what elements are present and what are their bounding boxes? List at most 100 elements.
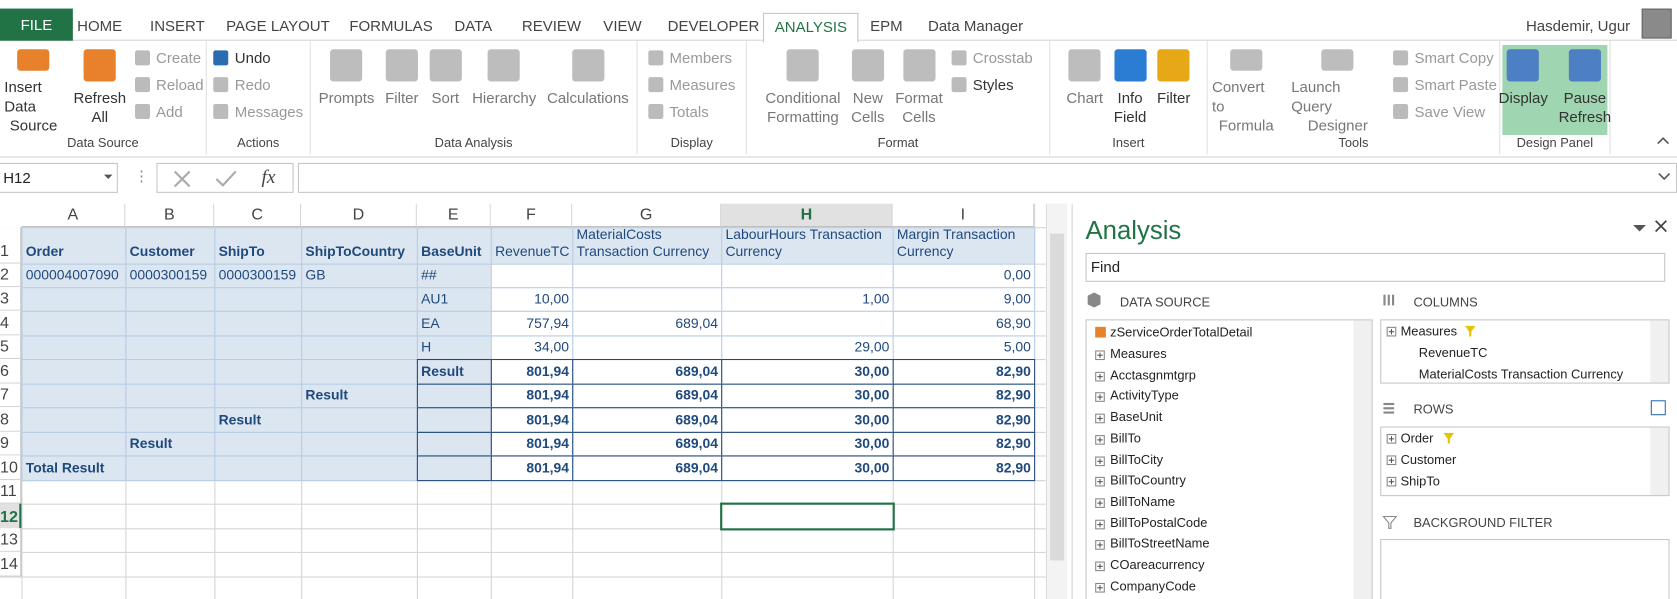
cell[interactable] xyxy=(572,335,722,360)
tree-item[interactable]: BillToStreetName xyxy=(1110,536,1209,551)
cell[interactable] xyxy=(572,264,722,289)
large-button[interactable]: Sort xyxy=(427,45,463,135)
cell[interactable]: Result xyxy=(214,407,302,433)
ribbon-tab[interactable]: INSERT xyxy=(141,13,213,41)
cell[interactable]: MaterialCosts Transaction Currency xyxy=(572,227,722,265)
large-button[interactable]: InfoField xyxy=(1112,45,1149,135)
formula-input[interactable] xyxy=(298,163,1677,193)
tree-item[interactable]: ShipTo xyxy=(1401,474,1440,489)
cell[interactable] xyxy=(301,455,418,481)
cell[interactable] xyxy=(214,359,302,385)
column-header[interactable]: A xyxy=(21,204,125,228)
column-header[interactable]: D xyxy=(301,204,417,228)
small-button[interactable]: Save View xyxy=(1393,101,1497,121)
tree-item[interactable]: BillToPostalCode xyxy=(1110,515,1207,530)
ribbon-tab[interactable]: HOME xyxy=(69,13,131,41)
cell[interactable] xyxy=(21,311,126,337)
tree-item[interactable]: ActivityType xyxy=(1110,388,1179,403)
search-box[interactable]: Find xyxy=(1086,253,1666,282)
cell[interactable] xyxy=(301,311,418,337)
cell[interactable] xyxy=(125,407,215,433)
small-button[interactable]: Members xyxy=(648,47,735,67)
selected-cell[interactable] xyxy=(720,503,895,531)
name-box-dropdown[interactable] xyxy=(103,171,114,182)
large-button[interactable]: Launch QueryDesigner xyxy=(1289,45,1387,135)
ribbon-tab[interactable]: PAGE LAYOUT xyxy=(218,13,339,41)
ribbon-tab[interactable]: DATA xyxy=(446,13,501,41)
cell[interactable] xyxy=(572,287,722,312)
expand-icon[interactable] xyxy=(1095,456,1105,466)
ribbon-tab[interactable]: ANALYSIS xyxy=(763,13,859,43)
cell[interactable] xyxy=(125,455,215,481)
tree-item[interactable]: Order xyxy=(1401,431,1434,446)
tree-item[interactable]: CompanyCode xyxy=(1110,578,1196,593)
cell[interactable]: 801,94 xyxy=(491,359,574,385)
row-header[interactable]: 2 xyxy=(0,264,21,288)
cell[interactable] xyxy=(301,287,418,312)
column-header[interactable]: C xyxy=(214,204,301,228)
cancel-button[interactable] xyxy=(171,169,192,188)
cell[interactable] xyxy=(301,335,418,360)
cell[interactable] xyxy=(214,311,302,337)
cell[interactable] xyxy=(721,264,894,289)
row-header[interactable]: 5 xyxy=(0,335,21,359)
cell[interactable] xyxy=(214,455,302,481)
cell[interactable]: 34,00 xyxy=(491,335,574,360)
expand-formula[interactable] xyxy=(1657,171,1672,182)
cell[interactable]: LabourHours Transaction Currency xyxy=(721,227,894,265)
cell[interactable]: ShipTo xyxy=(214,227,302,265)
cell[interactable]: EA xyxy=(417,311,492,337)
cell[interactable] xyxy=(301,407,418,433)
ribbon-tab[interactable]: DEVELOPER xyxy=(659,13,768,41)
expand-icon[interactable] xyxy=(1095,540,1105,550)
row-header[interactable]: 1 xyxy=(0,227,21,263)
cell[interactable]: 689,04 xyxy=(572,311,722,337)
row-header[interactable]: 6 xyxy=(0,359,21,384)
row-header[interactable]: 13 xyxy=(0,528,21,552)
cell[interactable]: Customer xyxy=(125,227,215,265)
expand-icon[interactable] xyxy=(1387,455,1397,465)
column-header[interactable]: E xyxy=(417,204,491,228)
cell[interactable]: 82,90 xyxy=(893,407,1036,433)
column-header[interactable]: F xyxy=(491,204,572,228)
cell[interactable]: 757,94 xyxy=(491,311,574,337)
expand-icon[interactable] xyxy=(1095,414,1105,424)
cell[interactable]: 82,90 xyxy=(893,455,1036,481)
cell[interactable]: 801,94 xyxy=(491,455,574,481)
expand-icon[interactable] xyxy=(1095,562,1105,572)
enter-button[interactable] xyxy=(214,169,238,188)
cell[interactable]: 000004007090 xyxy=(21,264,126,289)
cell[interactable]: Result xyxy=(417,359,492,385)
expand-icon[interactable] xyxy=(1095,393,1105,403)
cell[interactable] xyxy=(301,359,418,385)
row-header[interactable]: 8 xyxy=(0,407,21,432)
tree-item[interactable]: Acctasgnmtgrp xyxy=(1110,367,1196,382)
row-header[interactable]: 11 xyxy=(0,480,21,504)
cell[interactable]: 801,94 xyxy=(491,432,574,457)
small-button[interactable]: Smart Paste xyxy=(1393,74,1497,94)
cell[interactable] xyxy=(21,407,126,433)
cell[interactable]: 82,90 xyxy=(893,384,1036,409)
cell[interactable] xyxy=(21,384,126,409)
tree-item[interactable]: Customer xyxy=(1401,452,1457,467)
ribbon-tab[interactable]: FILE xyxy=(0,9,73,41)
small-button[interactable]: Messages xyxy=(213,101,303,121)
user-avatar[interactable] xyxy=(1642,9,1672,39)
cell[interactable] xyxy=(125,311,215,337)
ribbon-tab[interactable]: REVIEW xyxy=(513,13,589,41)
cell[interactable] xyxy=(214,335,302,360)
cell[interactable]: Result xyxy=(125,432,215,457)
large-button[interactable]: RefreshAll xyxy=(71,45,128,135)
cell[interactable]: Order xyxy=(21,227,126,265)
tree-item[interactable]: BillTo xyxy=(1110,431,1141,446)
expand-icon[interactable] xyxy=(1095,350,1105,360)
expand-icon[interactable] xyxy=(1095,498,1105,508)
column-header[interactable]: G xyxy=(572,204,721,228)
tree-item[interactable]: RevenueTC xyxy=(1419,345,1488,360)
user-name[interactable]: Hasdemir, Ugur xyxy=(1520,13,1637,41)
ribbon-tab[interactable]: EPM xyxy=(862,13,912,41)
expand-icon[interactable] xyxy=(1095,372,1105,382)
cell[interactable] xyxy=(417,407,492,433)
cell[interactable]: 30,00 xyxy=(721,407,894,433)
cell[interactable]: 0,00 xyxy=(893,264,1036,289)
